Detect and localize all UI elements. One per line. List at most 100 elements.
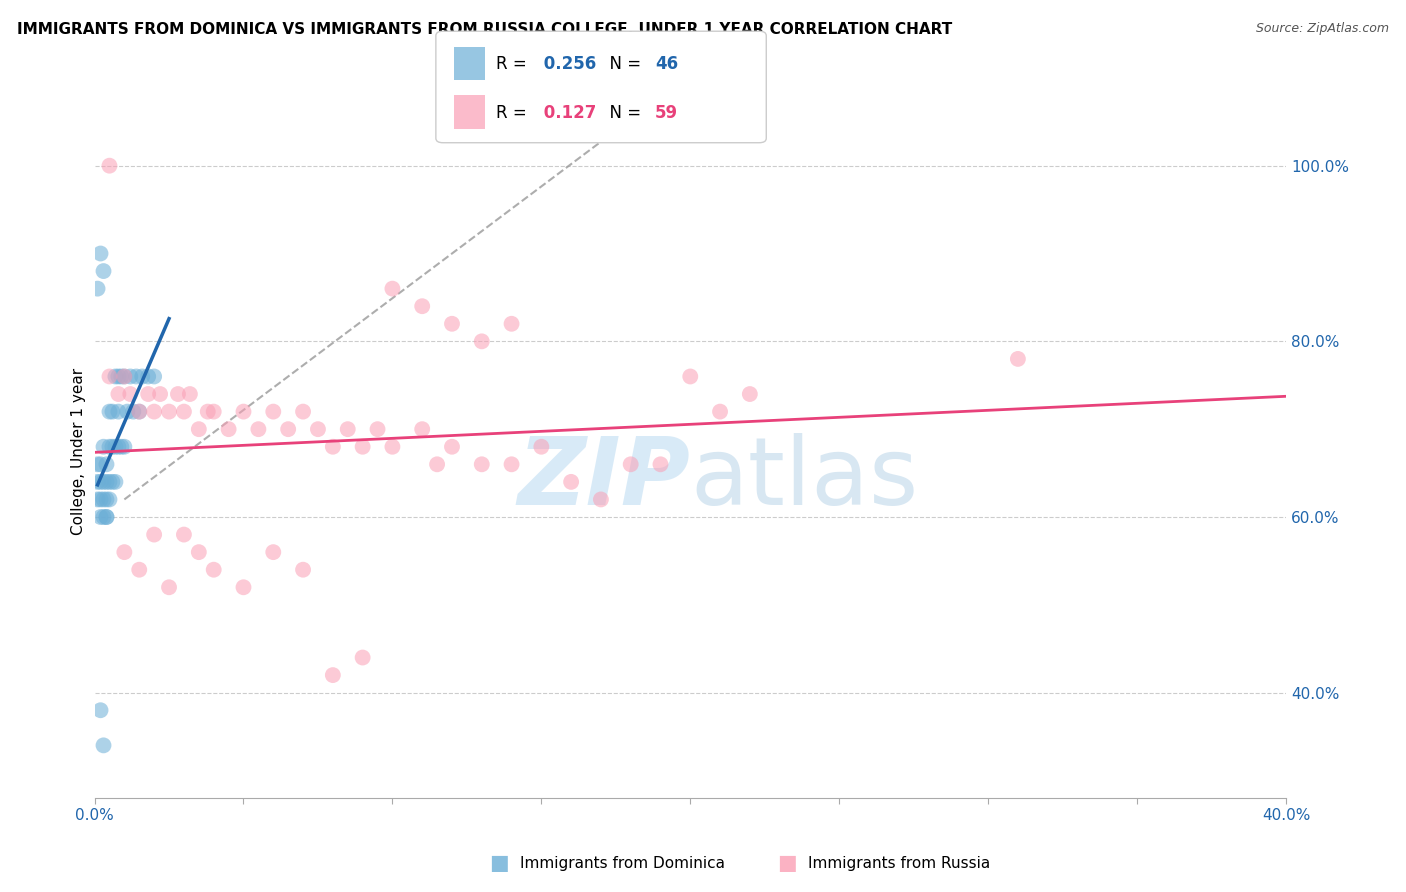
Text: Source: ZipAtlas.com: Source: ZipAtlas.com — [1256, 22, 1389, 36]
Point — [381, 282, 404, 296]
Text: Immigrants from Dominica: Immigrants from Dominica — [520, 856, 725, 871]
Point — [167, 387, 190, 401]
Text: Immigrants from Russia: Immigrants from Russia — [808, 856, 991, 871]
Point — [426, 458, 449, 472]
Point — [98, 369, 121, 384]
Point — [96, 510, 118, 524]
Point — [112, 440, 135, 454]
Point — [1007, 351, 1029, 366]
Point — [128, 404, 150, 418]
Point — [98, 159, 121, 173]
Point — [93, 492, 115, 507]
Text: 46: 46 — [655, 55, 678, 73]
Point — [157, 580, 180, 594]
Point — [101, 440, 124, 454]
Point — [411, 299, 433, 313]
Point — [90, 492, 112, 507]
Point — [112, 369, 135, 384]
Point — [262, 545, 284, 559]
Point — [218, 422, 240, 436]
Point — [179, 387, 201, 401]
Point — [197, 404, 219, 418]
Point — [187, 545, 209, 559]
Point — [202, 404, 225, 418]
Point — [98, 404, 121, 418]
Point — [149, 387, 172, 401]
Point — [352, 440, 374, 454]
Text: R =: R = — [496, 55, 533, 73]
Point — [232, 580, 254, 594]
Point — [86, 475, 108, 489]
Point — [440, 317, 463, 331]
Point — [143, 527, 166, 541]
Point — [93, 475, 115, 489]
Point — [620, 458, 643, 472]
Point — [352, 650, 374, 665]
Text: 59: 59 — [655, 103, 678, 121]
Point — [96, 510, 118, 524]
Point — [650, 458, 672, 472]
Point — [292, 404, 315, 418]
Text: N =: N = — [599, 103, 647, 121]
Text: 0.127: 0.127 — [538, 103, 598, 121]
Point — [86, 458, 108, 472]
Point — [96, 492, 118, 507]
Point — [107, 440, 129, 454]
Point — [322, 668, 344, 682]
Point — [128, 404, 150, 418]
Point — [367, 422, 389, 436]
Point — [90, 458, 112, 472]
Point — [110, 440, 132, 454]
Y-axis label: College, Under 1 year: College, Under 1 year — [72, 368, 86, 534]
Point — [110, 369, 132, 384]
Text: ■: ■ — [778, 854, 797, 873]
Point — [96, 475, 118, 489]
Point — [262, 404, 284, 418]
Point — [128, 563, 150, 577]
Point — [411, 422, 433, 436]
Point — [589, 492, 612, 507]
Point — [157, 404, 180, 418]
Point — [101, 404, 124, 418]
Point — [232, 404, 254, 418]
Point — [471, 458, 494, 472]
Point — [104, 475, 127, 489]
Point — [738, 387, 761, 401]
Point — [104, 369, 127, 384]
Point — [93, 440, 115, 454]
Point — [709, 404, 731, 418]
Point — [120, 387, 142, 401]
Point — [336, 422, 359, 436]
Point — [98, 440, 121, 454]
Point — [107, 369, 129, 384]
Point — [530, 440, 553, 454]
Point — [112, 369, 135, 384]
Point — [125, 369, 148, 384]
Point — [107, 387, 129, 401]
Point — [560, 475, 582, 489]
Point — [143, 404, 166, 418]
Point — [131, 369, 153, 384]
Text: ■: ■ — [489, 854, 509, 873]
Text: R =: R = — [496, 103, 533, 121]
Point — [96, 458, 118, 472]
Point — [90, 510, 112, 524]
Point — [471, 334, 494, 349]
Point — [247, 422, 270, 436]
Point — [98, 492, 121, 507]
Point — [98, 475, 121, 489]
Point — [107, 404, 129, 418]
Point — [93, 510, 115, 524]
Point — [322, 440, 344, 454]
Point — [292, 563, 315, 577]
Point — [101, 475, 124, 489]
Point — [136, 387, 159, 401]
Text: ZIP: ZIP — [517, 433, 690, 524]
Point — [440, 440, 463, 454]
Point — [307, 422, 329, 436]
Point — [86, 282, 108, 296]
Point — [187, 422, 209, 436]
Point — [120, 369, 142, 384]
Point — [93, 739, 115, 753]
Point — [501, 458, 523, 472]
